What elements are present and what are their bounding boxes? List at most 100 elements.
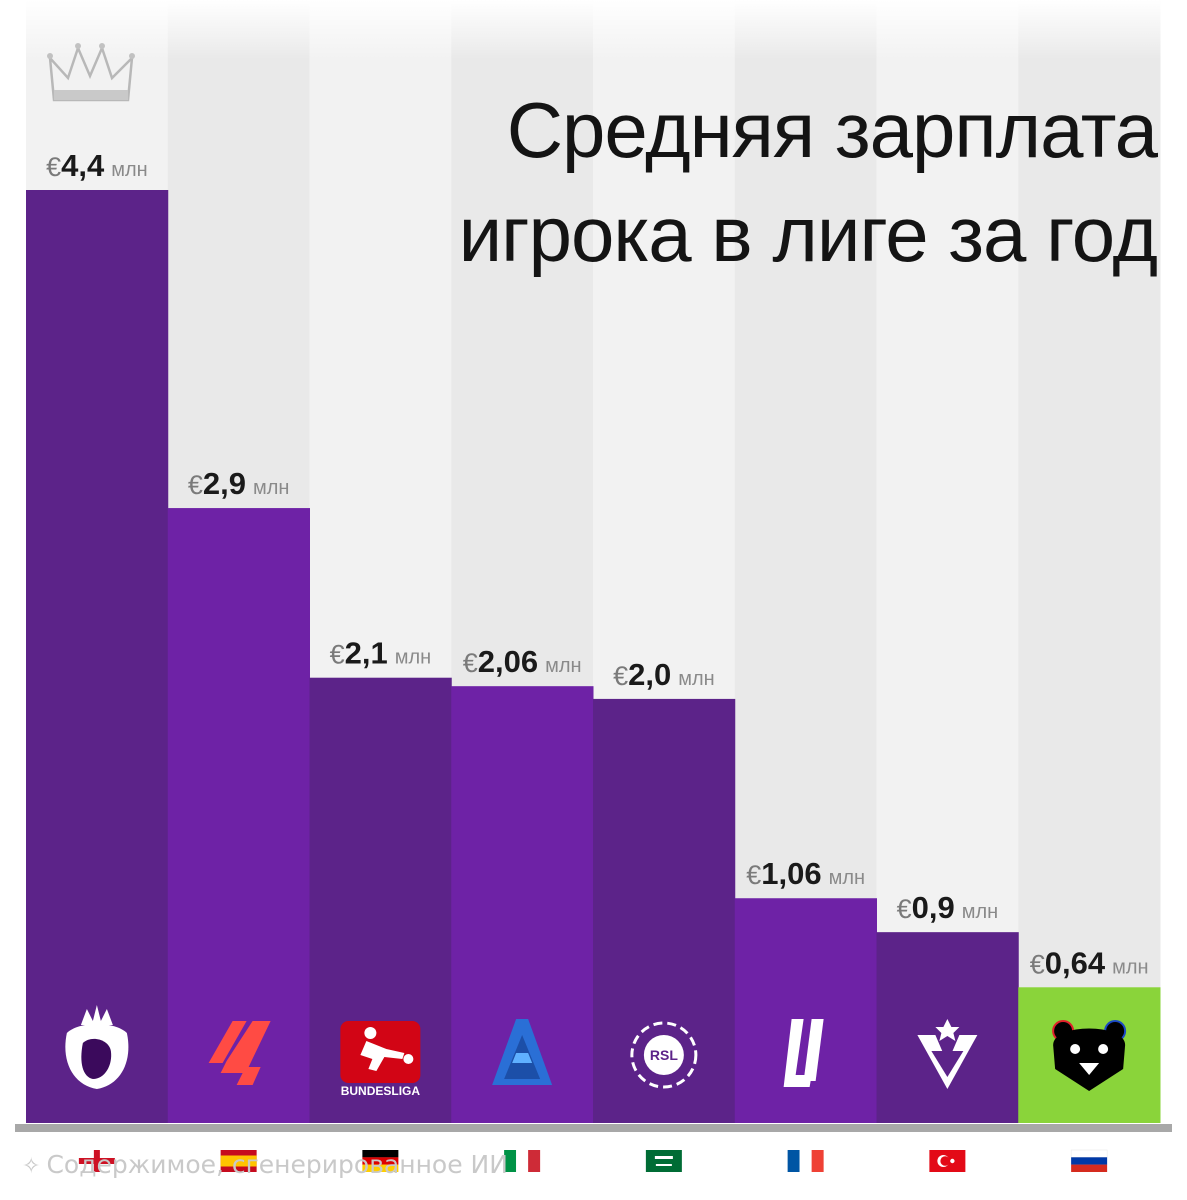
turkey-flag-icon [929, 1150, 966, 1172]
lion-face [81, 1038, 112, 1079]
crown-jewel [47, 53, 53, 59]
flag-white [516, 1150, 529, 1172]
rsl-ring [630, 1021, 698, 1089]
ligue1-logo [783, 1019, 824, 1087]
value-currency: € [1030, 949, 1045, 979]
value-unit: млн [678, 668, 714, 690]
crown-jewel [99, 43, 105, 49]
crown-jewel [75, 43, 81, 49]
value-currency: € [46, 152, 61, 182]
flag-star [950, 1158, 955, 1164]
value-label: €0,64 млн [1030, 945, 1149, 980]
bear-eye-right [1098, 1044, 1109, 1054]
value-currency: € [463, 648, 478, 678]
bar-premier-league [26, 190, 169, 1123]
super-lig-v [917, 1035, 978, 1089]
laliga-logo [208, 1021, 271, 1085]
serie-a-logo [492, 1019, 553, 1085]
value-number: 0,9 [912, 890, 955, 925]
flag-blue [1071, 1157, 1108, 1165]
value-currency: € [897, 894, 912, 924]
england-flag-icon [78, 1150, 115, 1172]
super-lig-star [935, 1019, 960, 1041]
value-currency: € [188, 470, 203, 500]
value-number: 2,0 [628, 657, 671, 692]
value-label: €2,06 млн [463, 644, 582, 679]
flag-crescent-inner [940, 1156, 950, 1166]
bundesliga-player [360, 1041, 405, 1071]
value-label: €2,9 млн [188, 466, 290, 501]
rpl-logo [1052, 1020, 1127, 1091]
value-unit: млн [253, 477, 289, 499]
serie-a-bar [512, 1053, 533, 1063]
bear-head [1053, 1028, 1126, 1091]
bear-nose [1079, 1063, 1100, 1075]
spain-flag-icon [220, 1150, 257, 1172]
value-number: 4,4 [61, 148, 105, 183]
super-lig-logo [917, 1019, 978, 1089]
chart-title-line1: Средняя зарплата [506, 86, 1158, 174]
value-number: 2,06 [478, 644, 538, 679]
flag-red [1071, 1164, 1108, 1172]
ligue1-one [803, 1019, 824, 1081]
germany-flag-icon [362, 1150, 399, 1172]
bar-laliga [167, 508, 310, 1123]
background-fade [0, 0, 1187, 60]
flag-blue [787, 1150, 800, 1172]
value-currency: € [746, 860, 761, 890]
chart-title: Средняя зарплата игрока в лиге за год [458, 78, 1158, 286]
value-number: 0,64 [1045, 945, 1106, 980]
chart-baseline [15, 1124, 1172, 1132]
crown-band [54, 90, 128, 100]
flag-field [645, 1150, 682, 1172]
laliga-stroke-right [220, 1021, 271, 1085]
bundesliga-logo: BUNDESLIGA [340, 1021, 421, 1098]
value-label: €1,06 млн [746, 856, 865, 891]
rsl-center [643, 1035, 684, 1075]
italy-flag-icon [504, 1150, 541, 1172]
saudi-flag-icon [645, 1150, 682, 1172]
value-number: 1,06 [761, 856, 821, 891]
laliga-stroke-left [208, 1021, 247, 1063]
value-number: 2,1 [345, 636, 388, 671]
rsl-wordmark: RSL [650, 1047, 678, 1063]
crown-jewel [129, 53, 135, 59]
flag-red [528, 1150, 541, 1172]
value-label: €2,1 млн [330, 636, 432, 671]
bundesliga-head [364, 1027, 377, 1039]
value-currency: € [330, 640, 345, 670]
value-unit: млн [111, 159, 147, 181]
flag-script [654, 1156, 673, 1159]
flag-red [362, 1157, 399, 1165]
value-number: 2,9 [203, 466, 246, 501]
value-label: €4,4 млн [46, 148, 148, 183]
lion-crown [80, 1005, 113, 1025]
column-background [1018, 0, 1161, 1123]
value-label: €2,0 млн [613, 657, 715, 692]
bar-ligue1 [734, 898, 877, 1123]
russia-flag-icon [1070, 1149, 1108, 1172]
flag-black [362, 1150, 399, 1158]
flag-gold [362, 1164, 399, 1172]
value-currency: € [613, 661, 628, 691]
flag-white [1070, 1149, 1108, 1158]
value-unit: млн [545, 655, 581, 677]
value-unit: млн [1112, 956, 1148, 978]
bundesliga-wordmark: BUNDESLIGA [341, 1084, 421, 1098]
crown-outline [48, 44, 134, 102]
flag-white [799, 1150, 812, 1172]
bundesliga-ball [403, 1054, 414, 1064]
value-unit: млн [962, 901, 998, 923]
ai-content-note-text: Содержимое, сгенерированное ИИ [46, 1150, 508, 1179]
flag-red [811, 1150, 824, 1172]
value-unit: млн [395, 647, 431, 669]
flag-cross-h [78, 1158, 115, 1164]
super-lig-v-cut [931, 1051, 964, 1077]
chart-title-line2: игрока в лиге за год [458, 190, 1158, 278]
flag-yellow [220, 1155, 257, 1167]
value-label: €0,9 млн [897, 890, 999, 925]
sparkle-icon: ✧ [22, 1154, 41, 1179]
ai-content-note: ✧ Содержимое, сгенерированное ИИ [22, 1150, 508, 1179]
bear-eye-left [1070, 1044, 1081, 1054]
